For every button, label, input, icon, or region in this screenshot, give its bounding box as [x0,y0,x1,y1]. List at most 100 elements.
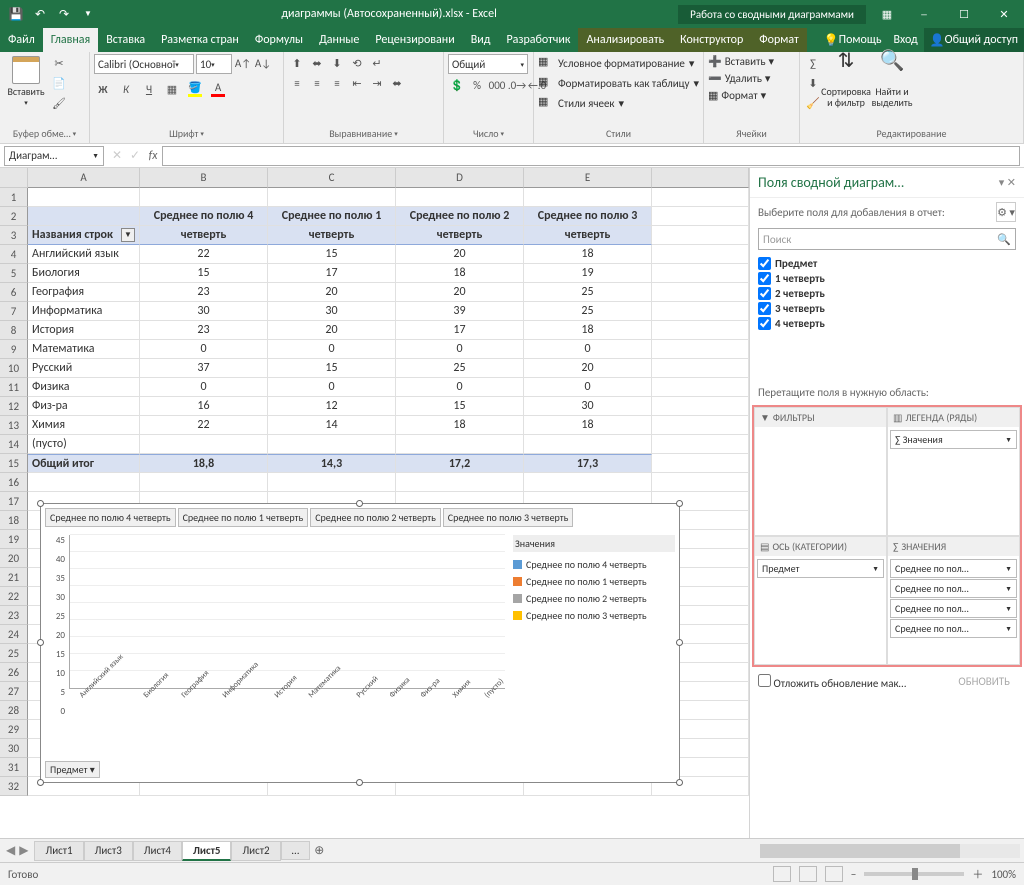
underline-button[interactable]: Ч [140,80,158,98]
cell[interactable] [396,473,524,492]
enter-fx-icon[interactable]: ✓ [126,147,144,165]
align-top-icon[interactable]: ⬆ [288,54,306,72]
cell[interactable]: 15 [140,264,268,283]
row-header[interactable]: 15 [0,454,28,473]
row-header[interactable]: 31 [0,758,28,777]
cell[interactable]: 18,8 [140,454,268,473]
row-header[interactable]: 29 [0,720,28,739]
area-field-item[interactable]: Среднее по пол…▼ [890,559,1017,578]
field-search-input[interactable]: Поиск🔍 [758,228,1016,250]
find-select-button[interactable]: 🔍 Найти и выделить [870,54,914,110]
view-pagebreak-icon[interactable] [825,866,843,882]
align-left-icon[interactable]: ≡ [288,74,306,92]
zoom-slider[interactable] [864,872,964,876]
qat-dropdown-icon[interactable]: ▼ [80,6,96,22]
row-header[interactable]: 5 [0,264,28,283]
defer-update-checkbox[interactable]: Отложить обновление мак… [758,674,906,690]
chart-value-field-button[interactable]: Среднее по полю 1 четверть [178,508,309,527]
sheet-tab[interactable]: Лист5 [182,841,232,861]
row-header[interactable]: 32 [0,777,28,796]
area-field-item[interactable]: Среднее по пол…▼ [890,599,1017,618]
cell[interactable]: 23 [140,283,268,302]
row-labels-dropdown[interactable]: Названия строк▼ [28,226,140,245]
cell[interactable]: 18 [396,264,524,283]
cell[interactable]: 20 [268,283,396,302]
sheet-tab[interactable]: Лист3 [84,841,133,861]
tab-view[interactable]: Вид [463,28,499,52]
cell[interactable]: 22 [140,416,268,435]
row-header[interactable]: 23 [0,606,28,625]
chart-value-field-button[interactable]: Среднее по полю 3 четверть [443,508,574,527]
cell[interactable]: Общий итог [28,454,140,473]
cell[interactable]: Физ-ра [28,397,140,416]
comma-icon[interactable]: 000 [488,76,506,94]
align-center-icon[interactable]: ≡ [308,74,326,92]
bold-button[interactable]: Ж [94,80,112,98]
row-header[interactable]: 7 [0,302,28,321]
font-name-select[interactable]: Calibri (Основної▾ [94,54,194,74]
cell[interactable] [396,188,524,207]
cell[interactable]: История [28,321,140,340]
undo-icon[interactable]: ↶ [32,6,48,22]
fill-icon[interactable]: ⬇ [804,74,822,92]
currency-icon[interactable]: 💲 [448,76,466,94]
conditional-formatting-button[interactable]: ▦Условное форматирование ▾ [538,54,694,72]
increase-decimal-icon[interactable]: .0→ [508,76,526,94]
filters-drop-area[interactable]: ▼ ФИЛЬТРЫ [754,407,887,536]
cell[interactable]: Математика [28,340,140,359]
sheet-tab[interactable]: Лист4 [133,841,182,861]
cell[interactable]: 18 [524,416,652,435]
cell[interactable] [268,188,396,207]
row-header[interactable]: 24 [0,625,28,644]
cell[interactable]: 15 [396,397,524,416]
percent-icon[interactable]: % [468,76,486,94]
minimize-icon[interactable]: ─ [904,0,944,28]
cut-icon[interactable]: ✂ [50,54,68,72]
row-header[interactable]: 17 [0,492,28,511]
cell[interactable] [28,188,140,207]
delete-cells-button[interactable]: ➖ Удалить ▾ [708,71,770,86]
zoom-out-icon[interactable]: − [851,868,856,881]
cell[interactable]: 17 [268,264,396,283]
increase-font-icon[interactable]: A↑ [234,54,252,72]
cell[interactable]: 0 [396,378,524,397]
row-header[interactable]: 16 [0,473,28,492]
cell[interactable]: География [28,283,140,302]
cell[interactable]: 20 [268,321,396,340]
tab-developer[interactable]: Разработчик [498,28,578,52]
update-button[interactable]: ОБНОВИТЬ [952,673,1016,690]
cell[interactable]: 20 [396,283,524,302]
format-as-table-button[interactable]: ▦Форматировать как таблицу ▾ [538,74,699,92]
row-header[interactable]: 4 [0,245,28,264]
zoom-level[interactable]: 100% [991,868,1016,881]
pivot-chart[interactable]: Среднее по полю 4 четвертьСреднее по пол… [40,503,680,783]
row-header[interactable]: 14 [0,435,28,454]
sort-filter-button[interactable]: ⇅ Сортировка и фильтр [824,54,868,110]
area-field-item[interactable]: Среднее по пол…▼ [890,619,1017,638]
tab-review[interactable]: Рецензировани [367,28,462,52]
cell[interactable] [524,188,652,207]
row-header[interactable]: 1 [0,188,28,207]
cell[interactable]: 30 [140,302,268,321]
row-header[interactable]: 9 [0,340,28,359]
cell[interactable]: 19 [524,264,652,283]
cell[interactable]: Физика [28,378,140,397]
align-right-icon[interactable]: ≡ [328,74,346,92]
copy-icon[interactable]: 📄 [50,74,68,92]
save-icon[interactable]: 💾 [8,6,24,22]
sheet-nav-prev-icon[interactable]: ◀ [6,843,15,858]
cell[interactable]: 30 [524,397,652,416]
sheet-more[interactable]: … [281,841,311,860]
cell[interactable] [140,435,268,454]
cell[interactable]: 0 [268,378,396,397]
cell[interactable]: (пусто) [28,435,140,454]
tab-data[interactable]: Данные [311,28,367,52]
row-header[interactable]: 12 [0,397,28,416]
row-header[interactable]: 13 [0,416,28,435]
col-header[interactable]: C [268,168,396,188]
cell[interactable]: 18 [396,416,524,435]
area-field-item[interactable]: Среднее по пол…▼ [890,579,1017,598]
cell-styles-button[interactable]: ▦Стили ячеек ▾ [538,94,624,112]
horizontal-scrollbar[interactable] [328,844,1024,858]
format-cells-button[interactable]: ▦ Формат ▾ [708,88,766,103]
